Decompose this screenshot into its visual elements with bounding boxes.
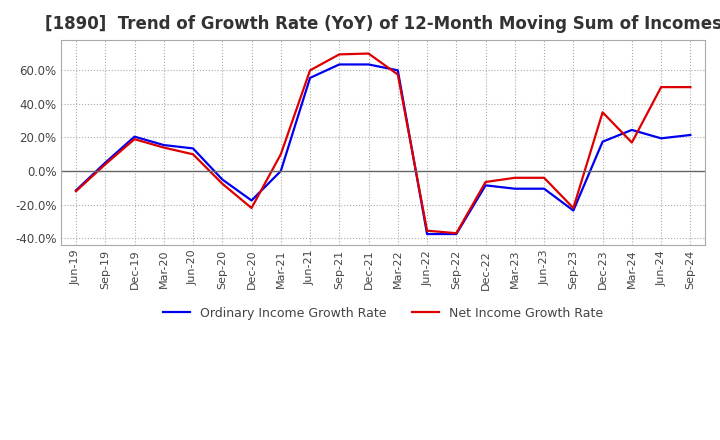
Ordinary Income Growth Rate	[686, 132, 695, 138]
Ordinary Income Growth Rate	[364, 62, 373, 67]
Ordinary Income Growth Rate	[335, 62, 343, 67]
Net Income Growth Rate	[218, 181, 227, 186]
Net Income Growth Rate	[247, 205, 256, 211]
Ordinary Income Growth Rate	[218, 177, 227, 182]
Ordinary Income Growth Rate	[540, 186, 549, 191]
Net Income Growth Rate	[130, 136, 139, 142]
Line: Net Income Growth Rate: Net Income Growth Rate	[76, 54, 690, 233]
Net Income Growth Rate	[510, 175, 519, 180]
Net Income Growth Rate	[569, 205, 577, 211]
Ordinary Income Growth Rate	[247, 198, 256, 203]
Net Income Growth Rate	[335, 52, 343, 57]
Ordinary Income Growth Rate	[72, 188, 81, 193]
Net Income Growth Rate	[657, 84, 665, 90]
Ordinary Income Growth Rate	[452, 231, 461, 237]
Net Income Growth Rate	[394, 72, 402, 77]
Net Income Growth Rate	[540, 175, 549, 180]
Line: Ordinary Income Growth Rate: Ordinary Income Growth Rate	[76, 64, 690, 234]
Net Income Growth Rate	[423, 228, 431, 233]
Ordinary Income Growth Rate	[481, 183, 490, 188]
Net Income Growth Rate	[364, 51, 373, 56]
Net Income Growth Rate	[72, 189, 81, 194]
Net Income Growth Rate	[481, 180, 490, 185]
Legend: Ordinary Income Growth Rate, Net Income Growth Rate: Ordinary Income Growth Rate, Net Income …	[158, 302, 608, 325]
Net Income Growth Rate	[452, 231, 461, 236]
Net Income Growth Rate	[306, 68, 315, 73]
Ordinary Income Growth Rate	[657, 136, 665, 141]
Ordinary Income Growth Rate	[101, 160, 109, 165]
Net Income Growth Rate	[598, 110, 607, 115]
Ordinary Income Growth Rate	[569, 208, 577, 213]
Ordinary Income Growth Rate	[394, 68, 402, 73]
Net Income Growth Rate	[276, 152, 285, 157]
Ordinary Income Growth Rate	[276, 169, 285, 174]
Ordinary Income Growth Rate	[306, 75, 315, 81]
Ordinary Income Growth Rate	[130, 134, 139, 139]
Ordinary Income Growth Rate	[189, 146, 197, 151]
Net Income Growth Rate	[686, 84, 695, 90]
Ordinary Income Growth Rate	[423, 231, 431, 237]
Title: [1890]  Trend of Growth Rate (YoY) of 12-Month Moving Sum of Incomes: [1890] Trend of Growth Rate (YoY) of 12-…	[45, 15, 720, 33]
Ordinary Income Growth Rate	[598, 139, 607, 144]
Ordinary Income Growth Rate	[628, 127, 636, 132]
Net Income Growth Rate	[101, 162, 109, 167]
Net Income Growth Rate	[628, 140, 636, 145]
Net Income Growth Rate	[189, 152, 197, 157]
Ordinary Income Growth Rate	[510, 186, 519, 191]
Net Income Growth Rate	[159, 145, 168, 150]
Ordinary Income Growth Rate	[159, 143, 168, 148]
